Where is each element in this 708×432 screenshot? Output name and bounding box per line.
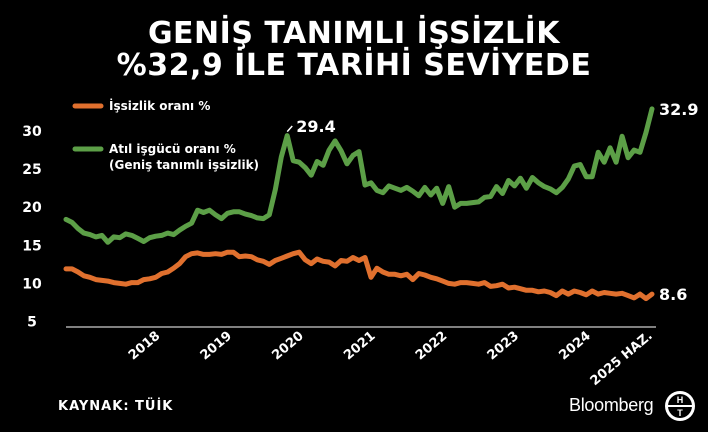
data-label-last: 32.9 [659, 100, 698, 119]
x-tick-label: 2024 [556, 329, 593, 364]
bloomberg-logo: Bloomberg [569, 395, 654, 415]
x-tick-label: 2025 HAZ. [588, 329, 656, 389]
chart-title-line1: GENİŞ TANIMLI İŞSİZLİK [147, 16, 561, 51]
y-tick-label: 25 [22, 162, 41, 178]
chart-legend: İşsizlik oranı % Atıl işgücü oranı % (Geni… [72, 98, 259, 172]
legend-label: İşsizlik oranı % [109, 98, 210, 113]
chart-title-line2: %32,9 İLE TARİHİ SEVİYEDE [116, 48, 592, 83]
x-tick-label: 2022 [413, 329, 450, 364]
y-tick-label: 30 [22, 124, 42, 140]
x-tick-label: 2018 [126, 329, 163, 364]
x-tick-label: 2019 [198, 329, 235, 364]
svg-text:H: H [677, 395, 684, 405]
y-tick-label: 20 [22, 200, 42, 216]
annotation-leader [286, 125, 293, 133]
legend-label: Atıl işgücü oranı % [109, 142, 236, 156]
series-line-labor-underutilization [63, 106, 655, 245]
ht-logo-icon: H T [665, 391, 695, 421]
y-tick-label: 10 [22, 276, 42, 292]
series-line-unemployment [63, 249, 655, 302]
x-tick-label: 2021 [341, 329, 378, 364]
data-label-last: 8.6 [659, 285, 687, 304]
source-note: KAYNAK: TÜİK [58, 399, 174, 414]
x-tick-label: 2023 [485, 329, 522, 364]
data-labels: 29.4 32.9 8.6 [286, 100, 698, 304]
y-tick-label: 5 [27, 315, 37, 331]
series-lines [63, 106, 655, 302]
y-axis: 5 10 15 20 25 30 [22, 124, 42, 331]
y-tick-label: 15 [22, 238, 41, 254]
data-label-peak: 29.4 [296, 117, 335, 136]
svg-text:T: T [677, 408, 683, 418]
legend-label: (Geniş tanımlı işsizlik) [109, 158, 259, 172]
x-tick-label: 2020 [269, 329, 306, 364]
